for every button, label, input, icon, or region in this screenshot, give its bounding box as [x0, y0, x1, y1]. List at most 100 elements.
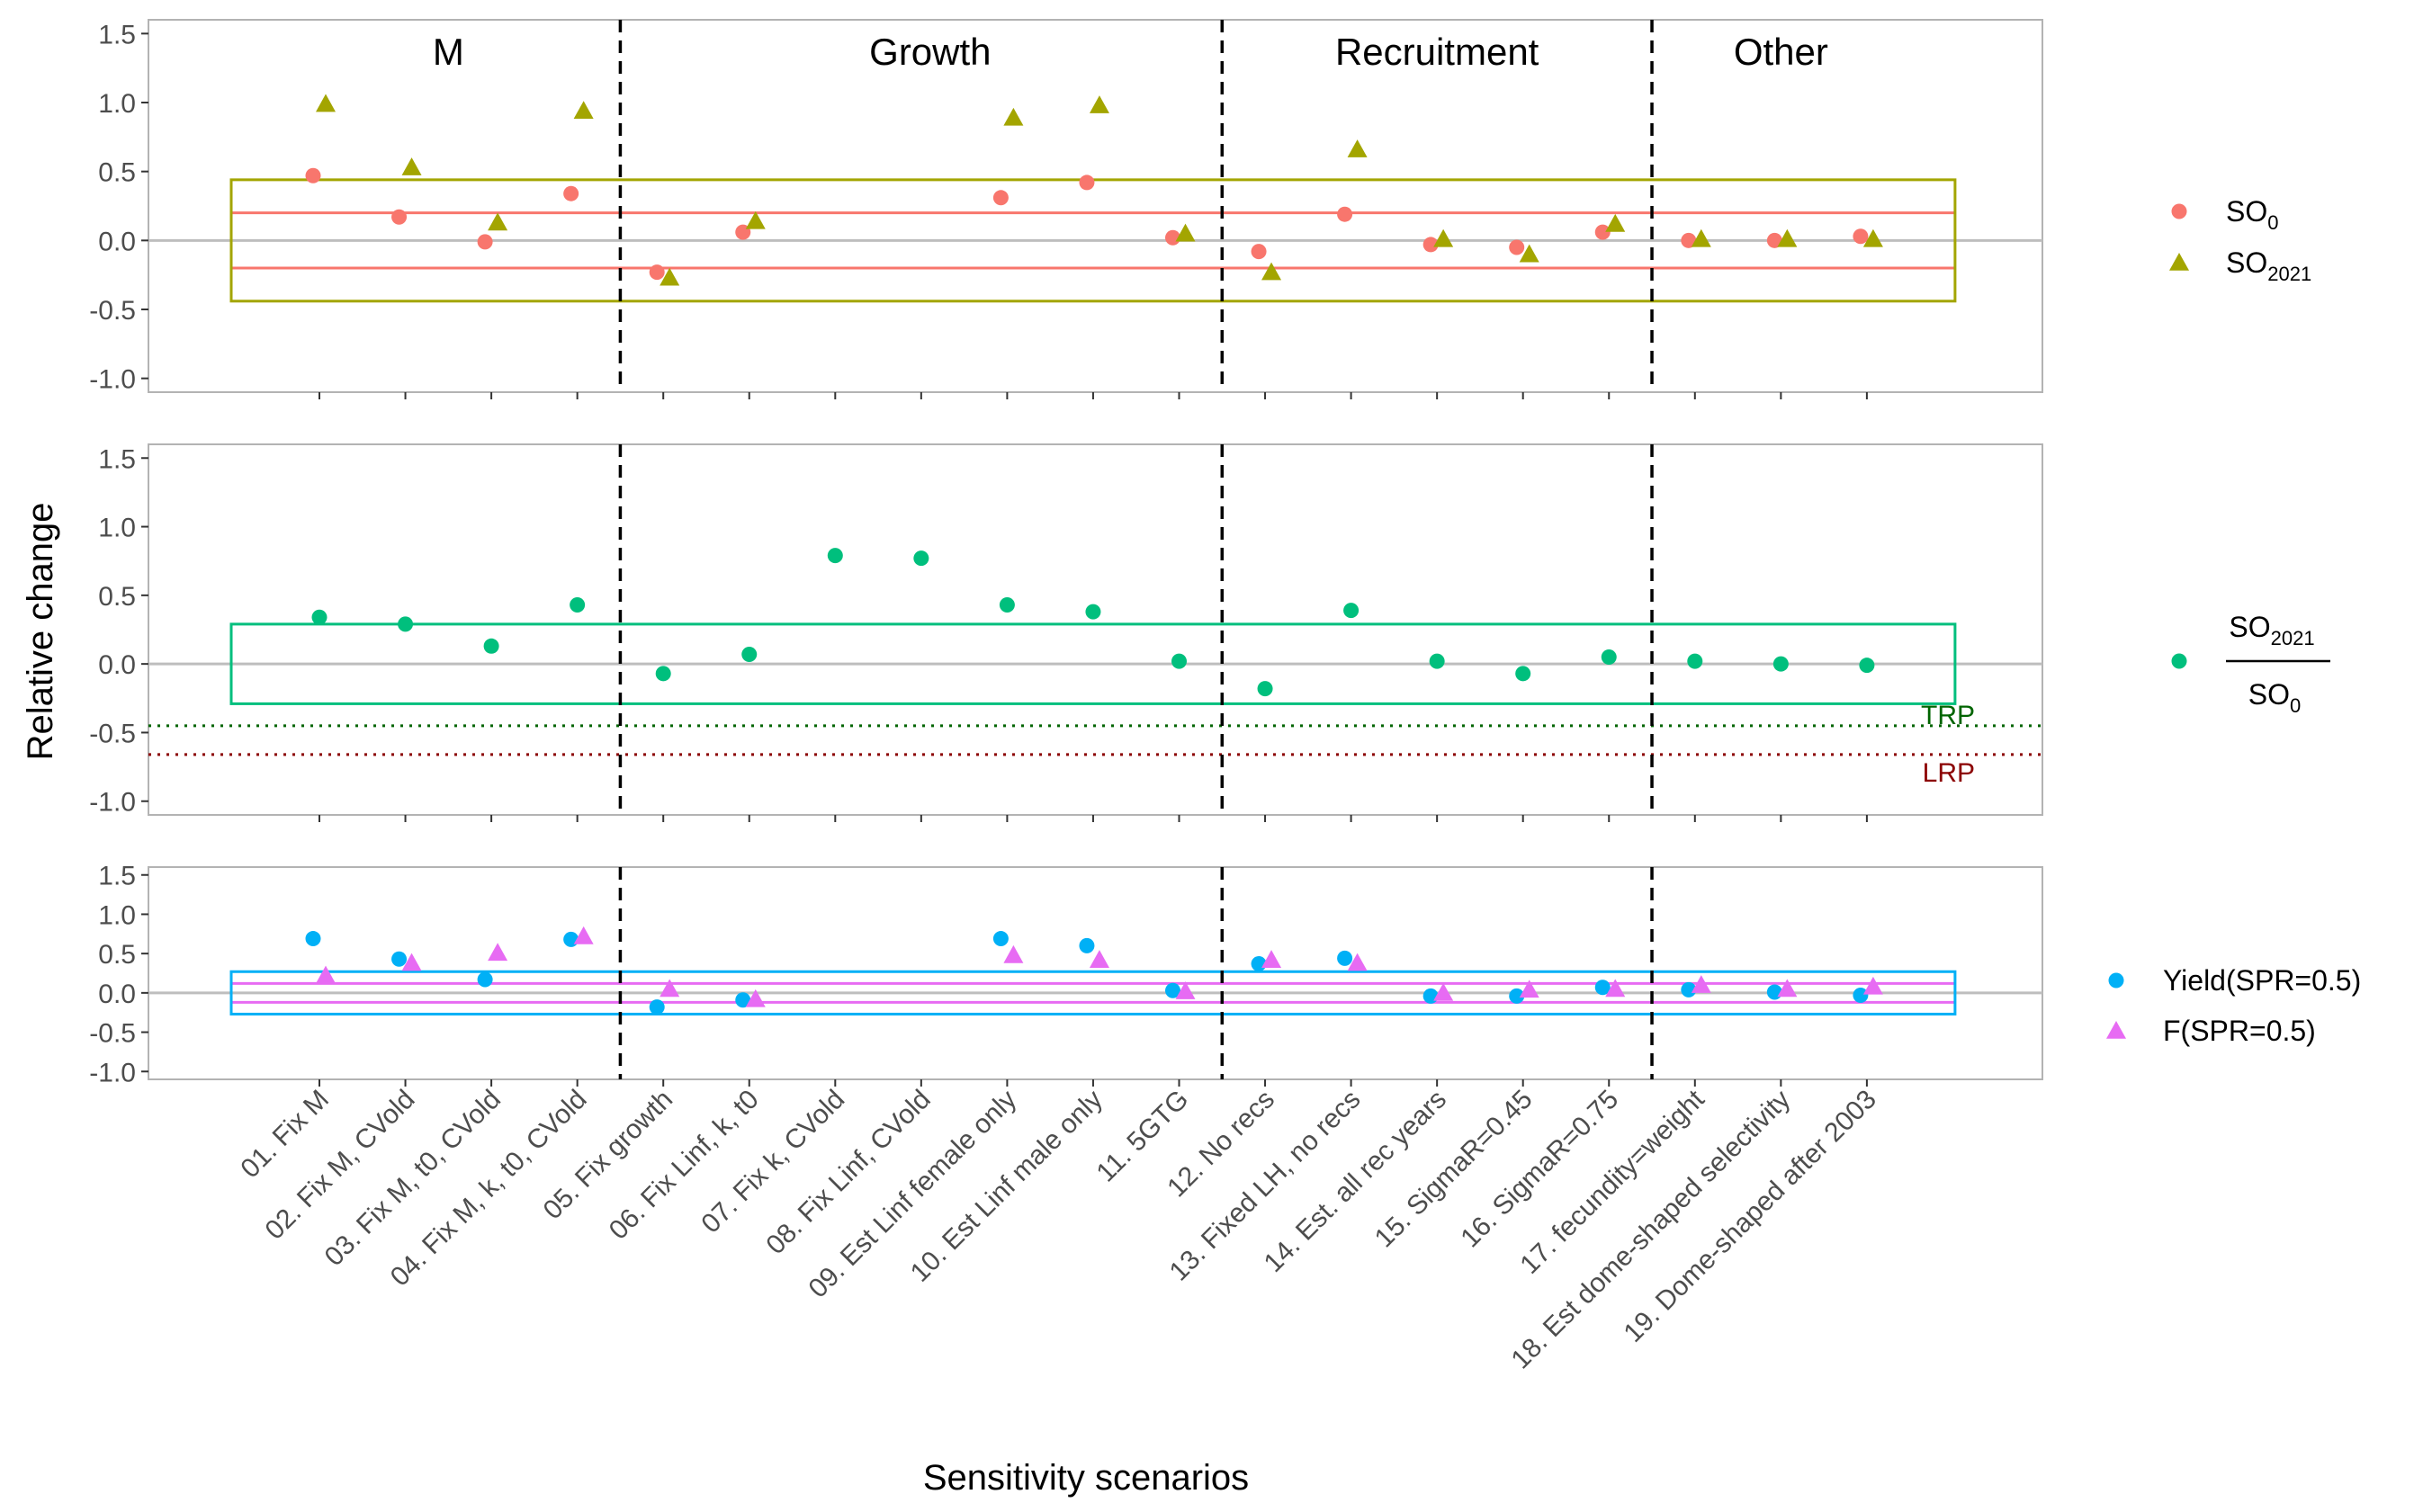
data-point	[488, 943, 508, 962]
group-label: Growth	[869, 31, 991, 73]
data-point	[999, 597, 1015, 613]
data-point	[1003, 107, 1024, 126]
data-point	[1594, 224, 1611, 240]
legend-key	[2171, 653, 2187, 669]
data-point	[1853, 228, 1869, 245]
data-point	[1171, 653, 1187, 669]
y-tick-label: 1.5	[98, 20, 136, 49]
data-point	[1691, 975, 1711, 993]
y-tick-label: 1.0	[98, 89, 136, 119]
data-point	[1175, 223, 1196, 242]
range-box	[229, 622, 1957, 705]
data-point	[563, 185, 579, 201]
range-box	[229, 970, 1957, 1015]
legend-label: SO0	[2226, 195, 2278, 234]
data-point	[827, 548, 843, 564]
legend-panel-ratio: SO2021 SO0	[2171, 611, 2330, 717]
data-point	[488, 212, 508, 231]
data-point	[1681, 981, 1697, 998]
legend-label: Yield(SPR=0.5)	[2163, 964, 2361, 997]
y-tick-label: 0.0	[98, 650, 136, 680]
legend-label: SO2021	[2226, 246, 2311, 285]
data-point	[655, 666, 671, 682]
data-point	[1175, 981, 1196, 999]
data-point	[1859, 658, 1875, 674]
data-point	[573, 926, 594, 944]
data-point	[1343, 603, 1360, 619]
data-point	[573, 101, 594, 119]
data-point	[316, 94, 336, 112]
ref-label-lrp: LRP	[1923, 758, 1975, 788]
y-tick-label: 0.0	[98, 980, 136, 1009]
data-point	[483, 638, 499, 654]
y-tick-label: 1.0	[98, 514, 136, 543]
legend-panel-so: SO0 SO2021	[2169, 195, 2311, 285]
legend-panel-yield: Yield(SPR=0.5) F(SPR=0.5)	[2106, 964, 2361, 1047]
y-axis-title: Relative change	[21, 503, 60, 761]
data-point	[311, 609, 328, 625]
data-point	[1519, 244, 1539, 263]
data-point	[992, 931, 1009, 947]
data-point	[1862, 976, 1883, 995]
legend-key	[2169, 253, 2189, 271]
data-point	[570, 597, 586, 613]
data-point	[1605, 213, 1626, 232]
data-point	[1422, 237, 1439, 253]
data-point	[1079, 174, 1095, 191]
data-point	[741, 646, 758, 662]
x-axis-title: Sensitivity scenarios	[923, 1458, 1249, 1498]
group-label: Other	[1734, 31, 1828, 73]
data-point	[745, 210, 766, 229]
data-point	[1509, 988, 1525, 1004]
data-point	[1433, 228, 1454, 247]
data-point	[1601, 649, 1617, 666]
y-tick-label: -0.5	[89, 719, 136, 748]
y-tick-label: 1.5	[98, 862, 136, 891]
data-point	[913, 550, 929, 567]
legend-key	[2106, 1021, 2126, 1039]
data-point	[1257, 681, 1273, 697]
legend-label: F(SPR=0.5)	[2163, 1015, 2316, 1047]
data-point	[1766, 232, 1782, 248]
data-point	[1261, 262, 1282, 281]
data-point	[745, 989, 766, 1007]
data-point	[398, 616, 414, 632]
data-point	[1681, 232, 1697, 248]
data-point	[1777, 228, 1798, 247]
data-point	[1261, 950, 1282, 968]
data-point	[649, 264, 665, 281]
panel-border	[148, 443, 2043, 816]
data-point	[1251, 244, 1267, 260]
data-point	[1509, 239, 1525, 255]
data-point	[1337, 206, 1353, 222]
y-tick-label: 0.5	[98, 158, 136, 188]
data-point	[1519, 980, 1539, 998]
y-tick-label: 1.5	[98, 444, 136, 474]
data-point	[1862, 228, 1883, 247]
panel-yield: 1.5 1.0 0.5 0.0 -0.5 -1.0	[89, 862, 2043, 1087]
data-point	[1079, 937, 1095, 953]
y-tick-label: -0.5	[89, 296, 136, 326]
group-label: M	[433, 31, 464, 73]
panel-so: 1.5 1.0 0.5 0.0 -0.5 -1.0 M Growth Recruitment Ot…	[89, 19, 2043, 399]
data-point	[1347, 139, 1368, 157]
data-point	[735, 992, 751, 1008]
data-point	[1347, 953, 1368, 971]
ref-label-trp: TRP	[1921, 701, 1975, 730]
y-tick-label: 1.0	[98, 900, 136, 930]
data-point	[1772, 656, 1789, 672]
data-point	[1089, 950, 1109, 968]
legend-label: SO2021	[2229, 611, 2314, 649]
data-point	[1165, 229, 1180, 246]
data-point	[477, 234, 493, 250]
data-point	[1085, 604, 1101, 620]
panel-ratio: 1.5 1.0 0.5 0.0 -0.5 -1.0 TRP LRP	[89, 443, 2043, 822]
y-tick-label: 0.0	[98, 227, 136, 256]
data-point	[660, 979, 680, 998]
group-label: Recruitment	[1335, 31, 1539, 73]
data-point	[305, 931, 321, 947]
data-point	[1429, 653, 1445, 669]
legend-key	[2171, 203, 2187, 219]
data-point	[1337, 950, 1353, 966]
